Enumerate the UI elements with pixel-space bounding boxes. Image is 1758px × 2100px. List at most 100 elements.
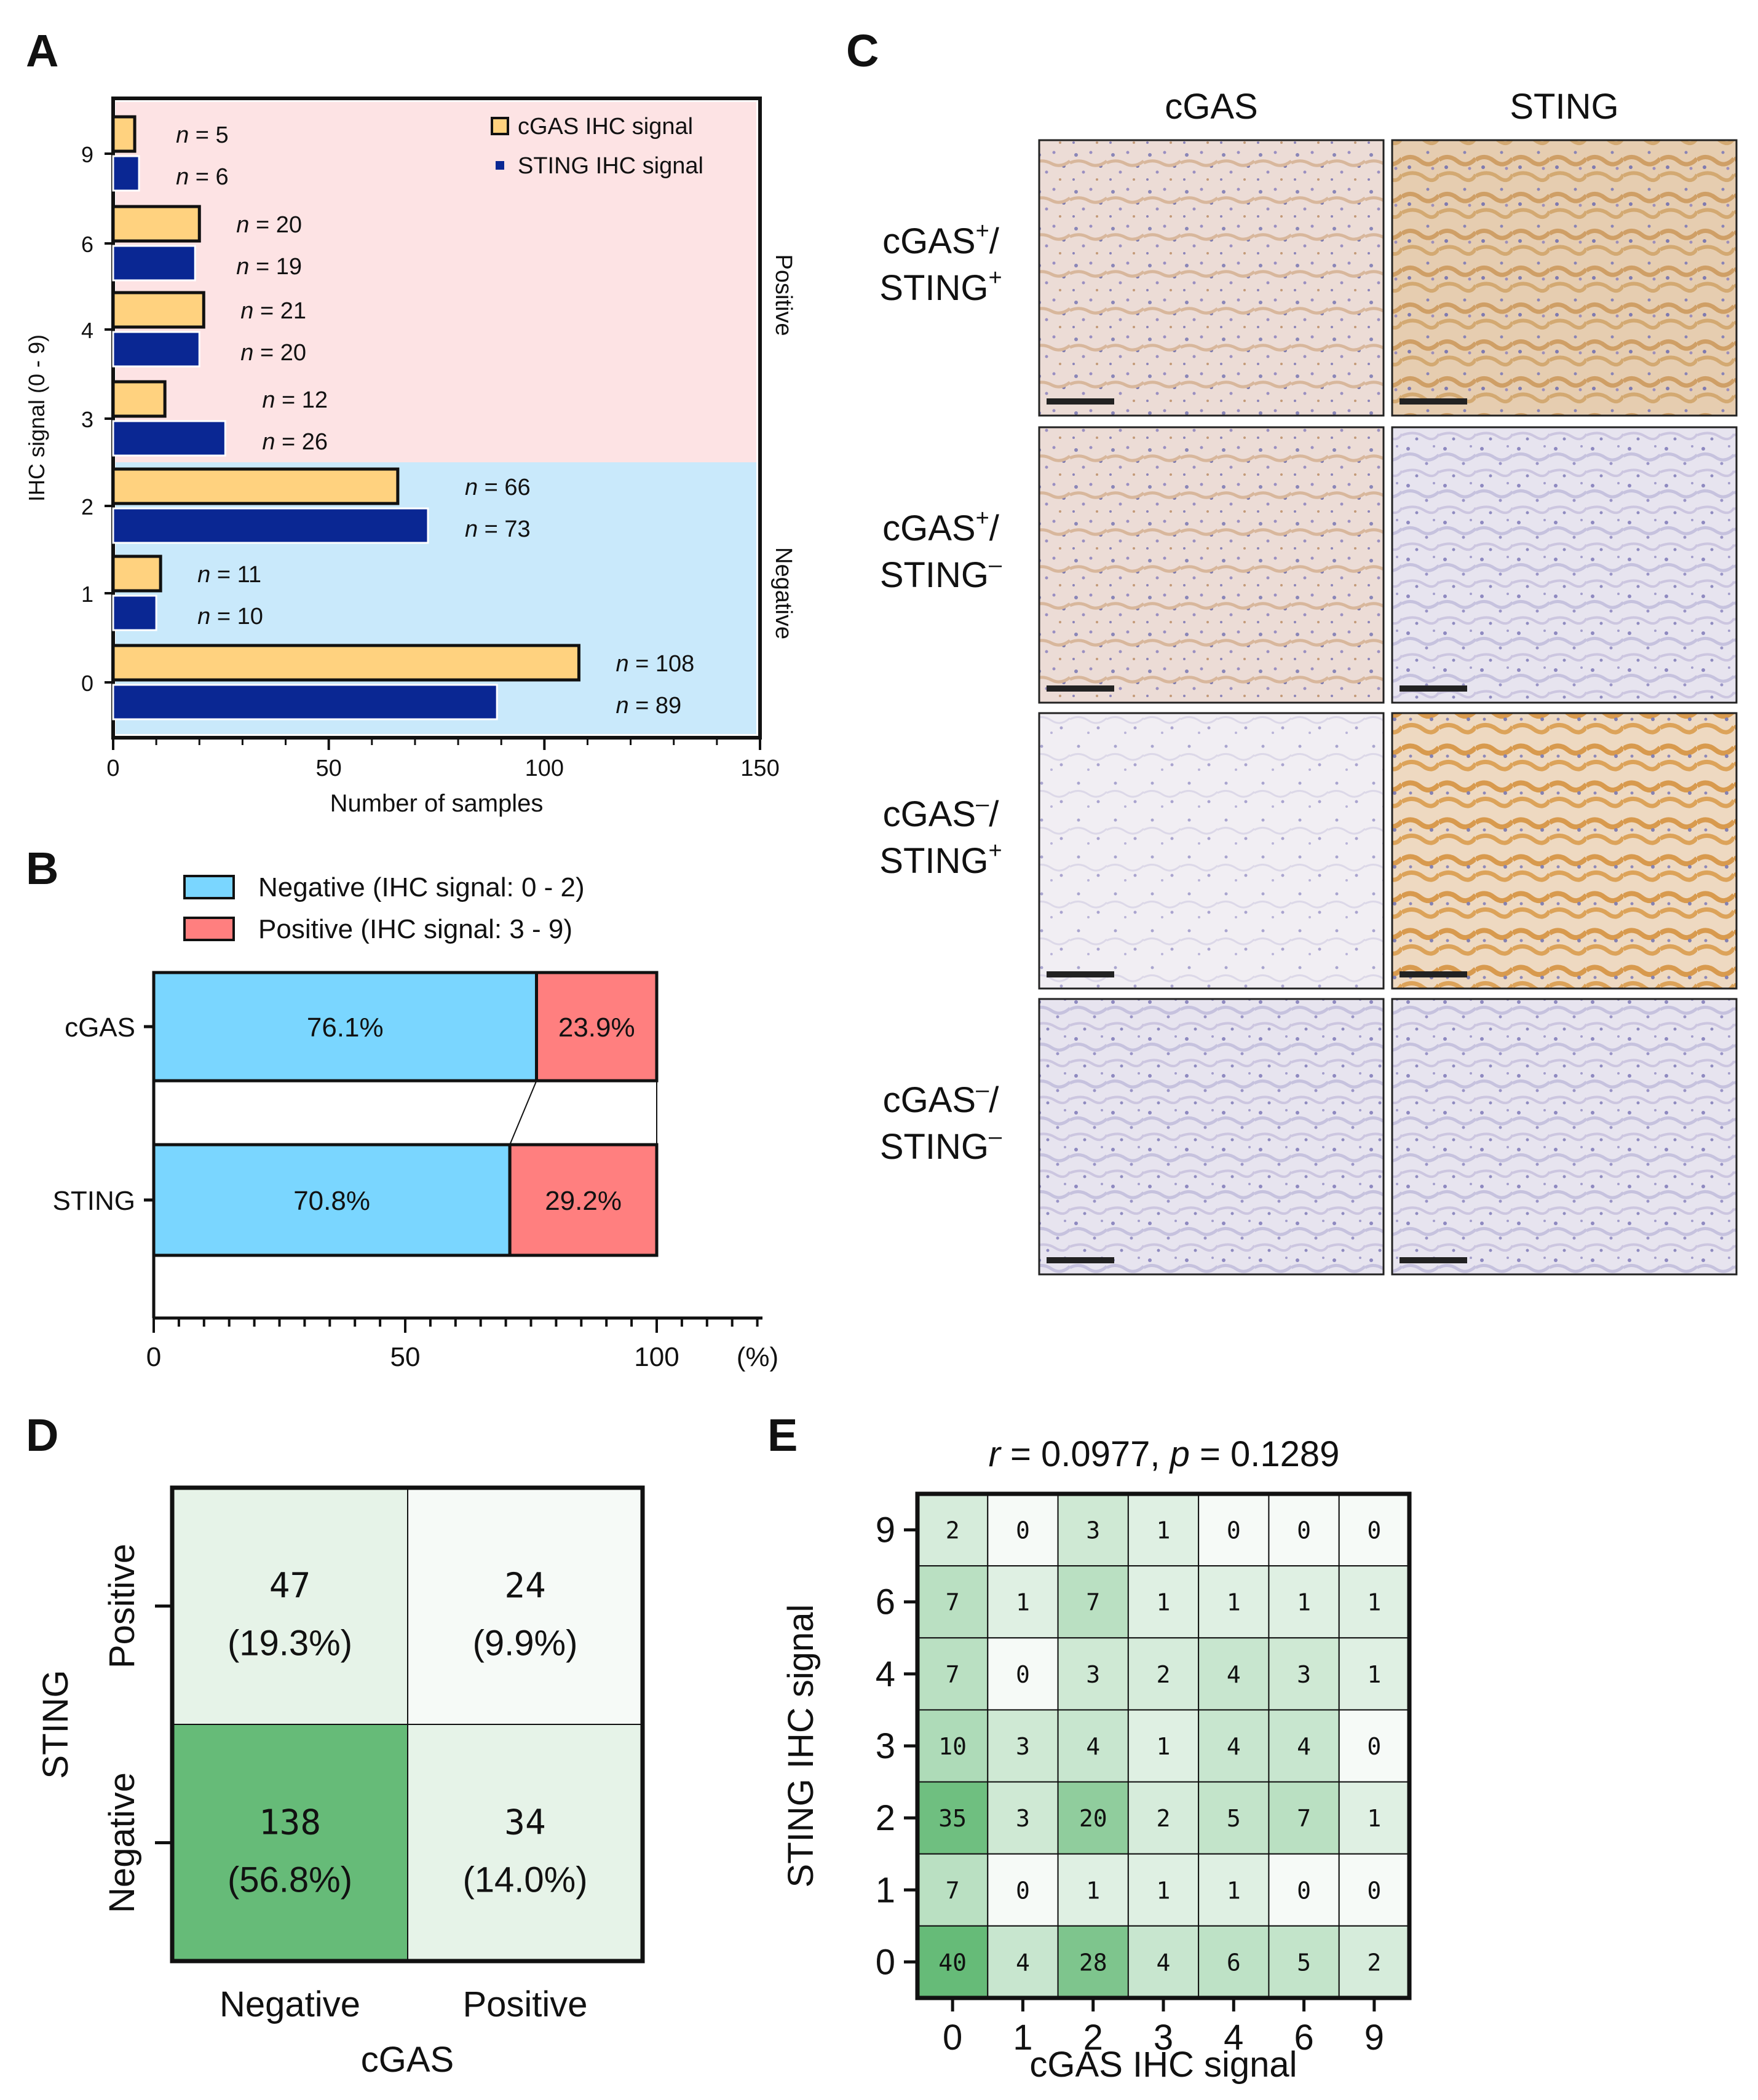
cell-percent: (9.9%) bbox=[473, 1624, 578, 1664]
heatmap-cell bbox=[987, 1709, 1059, 1783]
x-tick-label: 100 bbox=[634, 1342, 679, 1372]
bar-cgas bbox=[111, 205, 201, 243]
cell-value: 3 bbox=[1086, 1661, 1100, 1688]
row-label: STING– bbox=[880, 552, 1002, 595]
bar-label-cgas: n = 11 bbox=[197, 562, 261, 588]
y-axis-label: STING bbox=[36, 1670, 76, 1778]
ihc-image-tile bbox=[1038, 426, 1385, 704]
cell-value: 35 bbox=[938, 1805, 967, 1832]
cell-value: 20 bbox=[1079, 1805, 1107, 1832]
bar-label-cgas: n = 20 bbox=[236, 212, 302, 238]
ihc-image-tile bbox=[1391, 139, 1738, 417]
ihc-image: IHC STING stain, cGAS+/STING– case bbox=[1391, 426, 1738, 704]
panel-letter: C bbox=[846, 25, 879, 76]
y-tick-label: 6 bbox=[876, 1582, 895, 1622]
heatmap-cell bbox=[1127, 1925, 1200, 1999]
bar-sting bbox=[112, 684, 498, 720]
cell-value: 1 bbox=[1367, 1805, 1381, 1832]
heatmap-cell bbox=[1127, 1565, 1200, 1639]
cell-value: 0 bbox=[1016, 1517, 1030, 1544]
bar-label-cgas: n = 66 bbox=[465, 475, 531, 500]
bar-cgas bbox=[111, 555, 162, 593]
panel-b: B Negative (IHC signal: 0 - 2) Positive (I… bbox=[26, 843, 778, 1372]
cell-value: 40 bbox=[938, 1949, 967, 1976]
cell-value: 0 bbox=[1367, 1517, 1381, 1544]
cell-value: 2 bbox=[1157, 1805, 1171, 1832]
cell-value: 4 bbox=[1227, 1733, 1241, 1760]
cell-value: 2 bbox=[1367, 1949, 1381, 1976]
y-tick-label: 0 bbox=[81, 671, 93, 696]
heatmap-cell bbox=[1198, 1853, 1270, 1927]
matrix-cell bbox=[172, 1487, 408, 1725]
x-tick-label: 9 bbox=[1364, 2018, 1384, 2058]
scale-bar bbox=[1047, 398, 1114, 405]
heatmap-cell bbox=[1198, 1925, 1270, 1999]
cell-value: 1 bbox=[1227, 1589, 1241, 1616]
ihc-image-tile bbox=[1391, 998, 1738, 1276]
x-tick-label: 3 bbox=[1154, 2018, 1173, 2058]
heatmap-cell bbox=[1057, 1853, 1129, 1927]
ihc-image: IHC cGAS stain, cGAS+/STING+ case bbox=[1038, 139, 1385, 417]
y-tick-label: 1 bbox=[876, 1870, 895, 1910]
heatmap-cell bbox=[1057, 1925, 1129, 1999]
bar-label-sting: n = 10 bbox=[197, 604, 263, 630]
cell-value: 6 bbox=[1227, 1949, 1241, 1976]
y-tick-label: 0 bbox=[876, 1942, 895, 1982]
bar-cgas bbox=[111, 380, 167, 418]
x-tick-label: Positive bbox=[462, 1984, 587, 2024]
bar-label-negative: 76.1% bbox=[307, 1012, 384, 1043]
cell-count: 34 bbox=[504, 1803, 545, 1843]
heatmap-cell bbox=[917, 1565, 989, 1639]
row-label: cGAS–/ bbox=[883, 1077, 1000, 1120]
cell-value: 0 bbox=[1367, 1733, 1381, 1760]
bar-label-cgas: n = 108 bbox=[616, 651, 694, 677]
ihc-image: IHC cGAS stain, cGAS–/STING+ case bbox=[1038, 712, 1385, 990]
y-tick-label: 3 bbox=[81, 407, 93, 432]
row-label: cGAS–/ bbox=[883, 791, 1000, 834]
bar-cgas bbox=[111, 467, 400, 505]
ihc-image: IHC STING stain, cGAS+/STING+ case bbox=[1391, 139, 1738, 417]
bar-label-negative: 70.8% bbox=[293, 1186, 370, 1216]
cell-value: 7 bbox=[946, 1661, 960, 1688]
row-label: STING+ bbox=[879, 838, 1002, 881]
row-label: STING+ bbox=[879, 265, 1002, 308]
heatmap-cell bbox=[1268, 1781, 1340, 1855]
heatmap-cell bbox=[1268, 1709, 1340, 1783]
cell-value: 1 bbox=[1016, 1589, 1030, 1616]
bar-label-sting: n = 73 bbox=[465, 516, 531, 542]
bar-sting bbox=[112, 420, 226, 457]
cell-value: 5 bbox=[1227, 1805, 1241, 1832]
x-axis-label: cGAS bbox=[361, 2040, 454, 2080]
y-tick-label: 3 bbox=[876, 1726, 895, 1766]
heatmap-cell bbox=[1268, 1637, 1340, 1711]
heatmap-cell bbox=[1127, 1781, 1200, 1855]
heatmap-cell bbox=[1268, 1493, 1340, 1567]
scale-bar bbox=[1400, 398, 1467, 405]
bar-sting bbox=[112, 245, 196, 282]
x-tick-label: 4 bbox=[1224, 2018, 1243, 2058]
ihc-image: IHC cGAS stain, cGAS–/STING– case bbox=[1038, 998, 1385, 1276]
cell-percent: (14.0%) bbox=[462, 1860, 587, 1900]
y-tick-label: 9 bbox=[876, 1510, 895, 1550]
cell-value: 3 bbox=[1086, 1517, 1100, 1544]
cell-value: 2 bbox=[946, 1517, 960, 1544]
heatmap-cell bbox=[987, 1781, 1059, 1855]
cell-value: 3 bbox=[1297, 1661, 1311, 1688]
column-header: STING bbox=[1510, 87, 1618, 127]
heatmap-cell bbox=[1338, 1853, 1411, 1927]
cell-value: 7 bbox=[946, 1589, 960, 1616]
ihc-image-tile bbox=[1038, 998, 1385, 1276]
ihc-image-tile bbox=[1038, 712, 1385, 990]
heatmap-cell bbox=[1127, 1709, 1200, 1783]
legend-swatch-negative bbox=[183, 875, 235, 899]
cell-value: 1 bbox=[1297, 1589, 1311, 1616]
cell-value: 7 bbox=[1086, 1589, 1100, 1616]
heatmap-cell bbox=[1338, 1925, 1411, 1999]
bar-sting bbox=[112, 331, 200, 368]
panel-d: D 47 (19.3%) 24 (9.9%) 138 (56.8%) 34 (14.0%) Pos… bbox=[26, 1410, 645, 2080]
cell-value: 4 bbox=[1157, 1949, 1171, 1976]
x-tick-label: 50 bbox=[316, 756, 342, 781]
y-tick-label: 2 bbox=[876, 1798, 895, 1838]
x-axis-label: Number of samples bbox=[330, 790, 544, 817]
heatmap-cell bbox=[987, 1493, 1059, 1567]
